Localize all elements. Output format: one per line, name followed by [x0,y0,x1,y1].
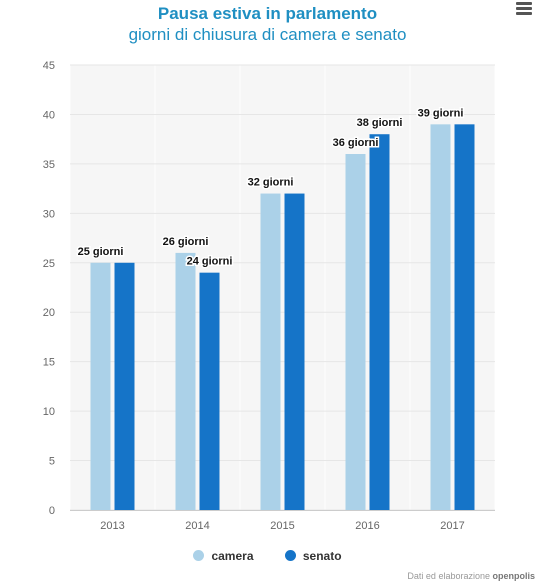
x-tick-label: 2017 [440,520,464,532]
y-tick-label: 25 [43,258,55,270]
x-tick-label: 2015 [270,520,294,532]
plot-area [70,65,495,510]
y-tick-label: 20 [43,307,55,319]
bar-senato [199,272,220,510]
chart-legend: camera senato [0,549,535,563]
y-tick-label: 0 [49,505,55,517]
data-label-camera: 25 giorni [78,246,124,258]
x-tick-label: 2013 [100,520,124,532]
legend-item-camera[interactable]: camera [193,549,254,563]
legend-item-senato[interactable]: senato [284,549,342,563]
x-tick-label: 2016 [355,520,379,532]
legend-label-camera: camera [211,549,254,563]
bar-senato [369,134,390,510]
y-tick-label: 10 [43,406,55,418]
data-label-senato: 38 giorni [357,117,403,129]
legend-swatch-camera [193,550,205,561]
chart-title: Pausa estiva in parlamento [157,4,378,23]
y-tick-label: 30 [43,208,55,220]
bar-camera [430,124,451,510]
x-tick-label: 2014 [185,520,209,532]
y-tick-label: 40 [43,109,55,121]
legend-label-senato: senato [302,549,342,563]
y-tick-label: 15 [43,357,55,369]
hamburger-menu-icon[interactable] [513,0,535,18]
credits-brand: openpolis [492,571,536,581]
data-label-camera: 36 giorni [333,137,379,149]
y-tick-label: 35 [43,159,55,171]
data-label-camera: 26 giorni [163,236,209,248]
bar-camera [175,252,196,510]
bar-senato [114,262,135,510]
y-tick-label: 5 [49,456,55,468]
credits[interactable]: Dati ed elaborazione openpolis [407,571,535,581]
bar-camera [345,154,366,510]
data-label-senato: 24 giorni [187,256,233,268]
data-label-camera: 32 giorni [248,177,294,189]
credits-prefix: Dati ed elaborazione [407,571,490,581]
bar-senato [454,124,475,510]
y-tick-label: 45 [43,60,55,72]
legend-swatch-senato [284,550,296,561]
chart-subtitle: giorni di chiusura di camera e senato [128,25,407,44]
bar-camera [90,262,111,510]
bar-senato [284,193,305,511]
data-label-camera: 39 giorni [418,107,464,119]
bar-camera [260,193,281,511]
